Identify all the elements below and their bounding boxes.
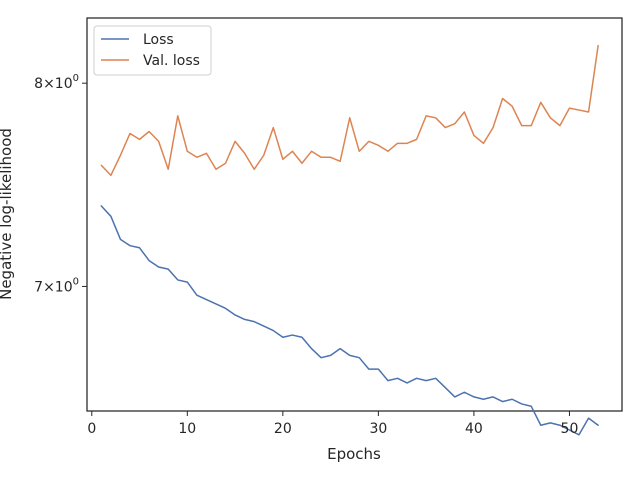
x-tick-label: 40 [465,421,483,437]
legend: Loss Val. loss [93,25,212,76]
legend-label-loss: Loss [143,32,174,48]
legend-label-val-loss: Val. loss [143,53,200,69]
x-tick-label: 0 [87,421,96,437]
x-tick-label: 30 [369,421,387,437]
x-axis: 0 10 20 30 40 50 [87,411,578,437]
x-tick-label: 50 [561,421,579,437]
x-tick-label: 10 [178,421,196,437]
y-axis: 7×100 8×100 [34,73,87,295]
plot-area [86,17,623,436]
y-axis-label: Negative log-likelihood [0,128,15,300]
y-tick-label: 8×100 [34,73,79,92]
series-layer [100,44,599,436]
y-tick-label: 7×100 [34,276,79,295]
axes-frame [86,17,623,412]
x-axis-label: Epochs [327,445,381,463]
x-tick-label: 20 [274,421,292,437]
